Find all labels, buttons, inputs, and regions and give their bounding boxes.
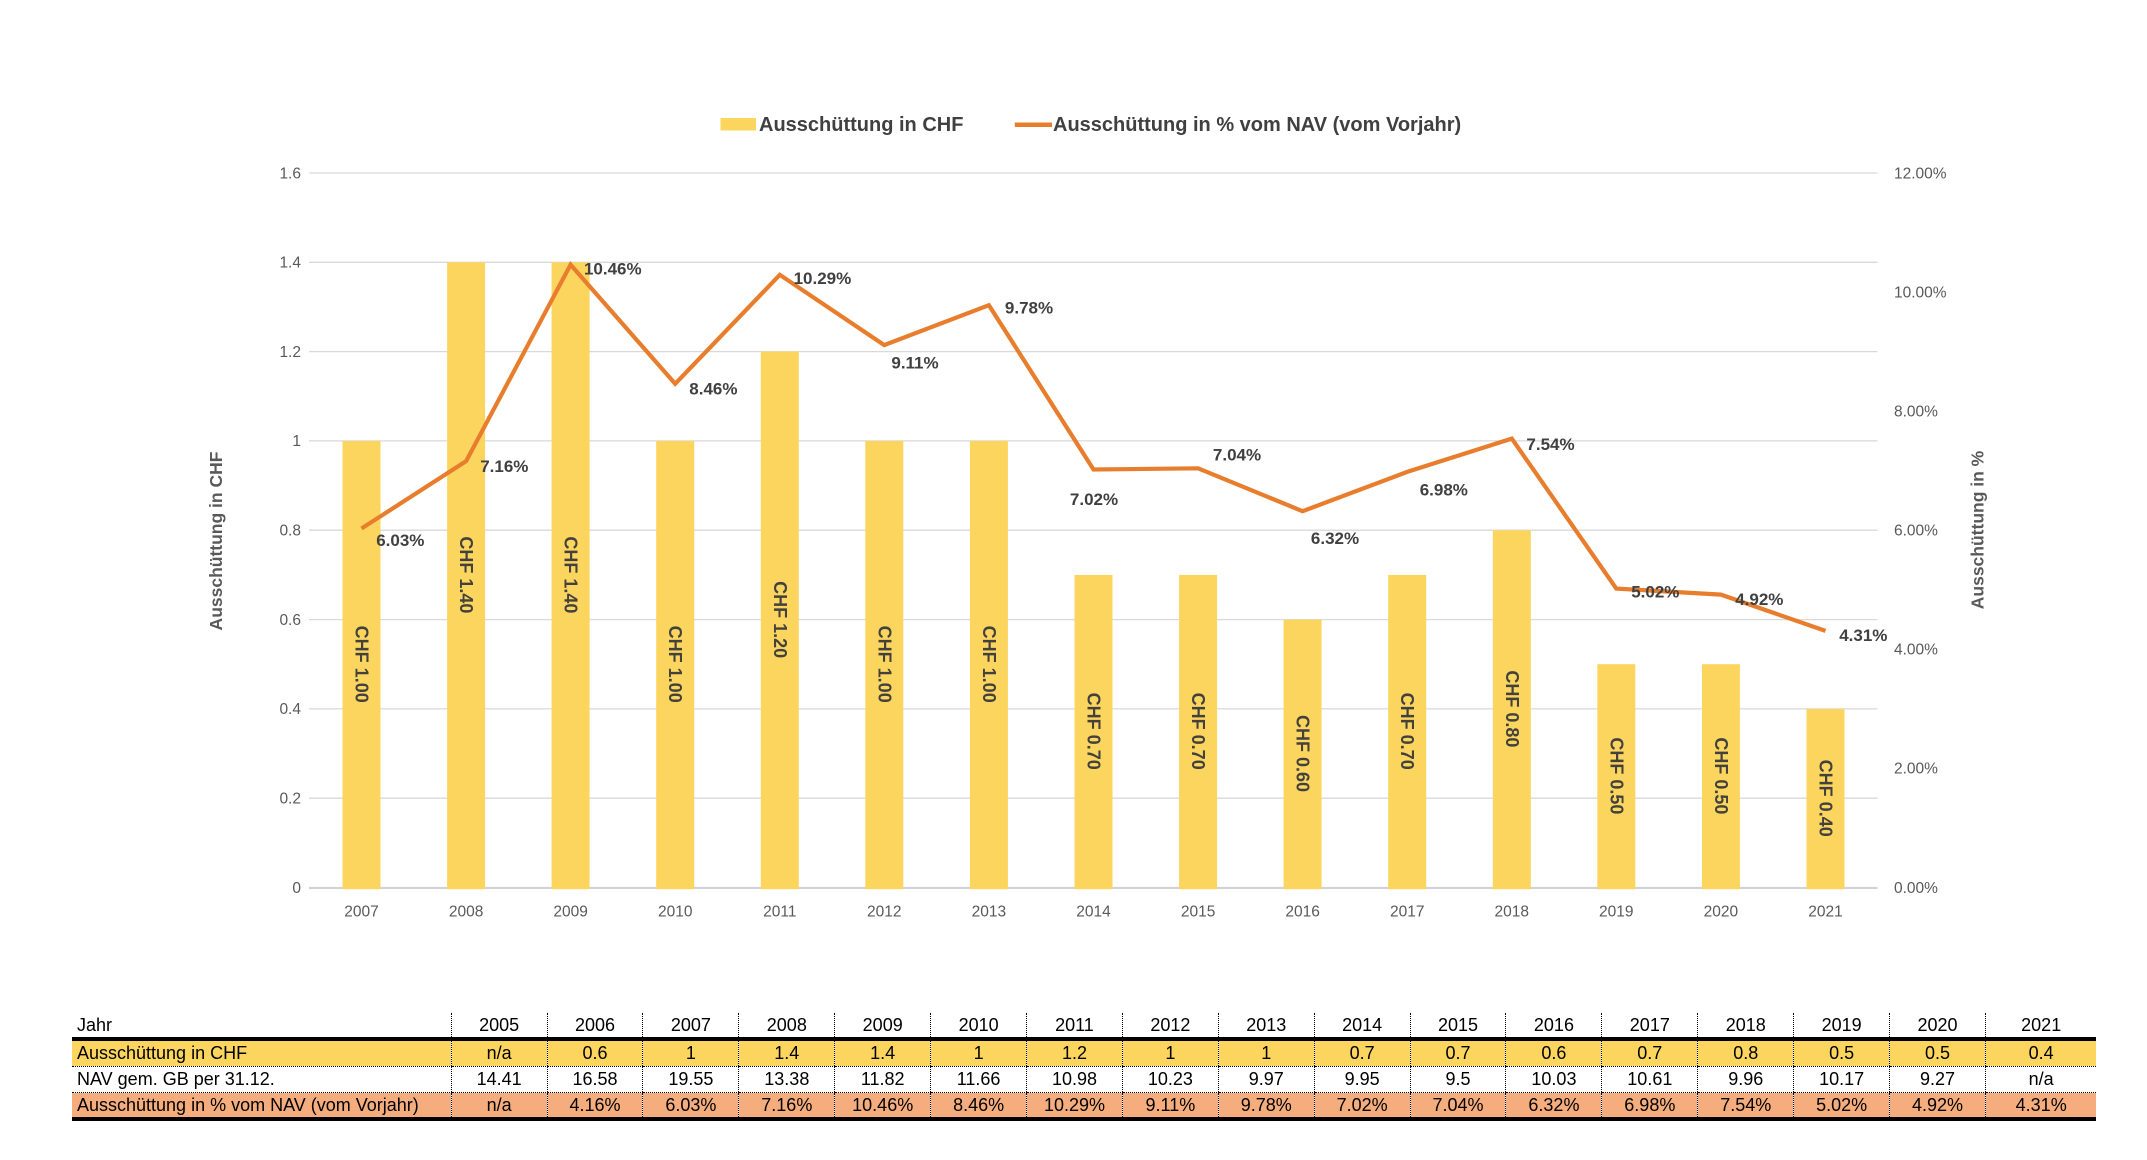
svg-text:CHF 0.40: CHF 0.40 (1816, 760, 1836, 837)
svg-text:4.92%: 4.92% (1735, 590, 1783, 609)
svg-text:CHF 1.00: CHF 1.00 (979, 626, 999, 703)
svg-text:2009: 2009 (553, 904, 587, 921)
svg-text:4.00%: 4.00% (1894, 642, 1938, 659)
svg-text:2012: 2012 (867, 904, 901, 921)
svg-text:0.00%: 0.00% (1894, 880, 1938, 897)
svg-text:2007: 2007 (344, 904, 378, 921)
svg-text:1.6: 1.6 (279, 165, 301, 182)
svg-text:CHF 1.40: CHF 1.40 (456, 536, 476, 613)
svg-text:Ausschüttung in % vom NAV (vom: Ausschüttung in % vom NAV (vom Vorjahr) (1053, 114, 1461, 136)
svg-text:Ausschüttung in CHF: Ausschüttung in CHF (759, 114, 963, 136)
svg-text:CHF 1.40: CHF 1.40 (561, 536, 581, 613)
svg-text:CHF 1.00: CHF 1.00 (665, 626, 685, 703)
svg-text:8.46%: 8.46% (689, 379, 737, 398)
svg-text:2008: 2008 (449, 904, 483, 921)
svg-text:2013: 2013 (972, 904, 1006, 921)
svg-text:1.2: 1.2 (279, 344, 301, 361)
svg-text:2.00%: 2.00% (1894, 761, 1938, 778)
svg-text:0.6: 0.6 (279, 612, 301, 629)
svg-text:CHF 0.70: CHF 0.70 (1397, 693, 1417, 770)
svg-text:2021: 2021 (1808, 904, 1842, 921)
svg-text:7.16%: 7.16% (480, 457, 528, 476)
svg-text:10.00%: 10.00% (1894, 284, 1947, 301)
svg-text:2010: 2010 (658, 904, 693, 921)
svg-text:10.29%: 10.29% (794, 269, 852, 288)
svg-text:0.8: 0.8 (279, 523, 301, 540)
svg-text:6.03%: 6.03% (376, 531, 424, 550)
svg-text:CHF 1.20: CHF 1.20 (770, 581, 790, 658)
svg-text:4.31%: 4.31% (1839, 626, 1887, 645)
svg-text:1.4: 1.4 (279, 255, 301, 272)
svg-text:2018: 2018 (1495, 904, 1529, 921)
svg-text:0.2: 0.2 (279, 791, 301, 808)
svg-text:Ausschüttung in CHF: Ausschüttung in CHF (206, 451, 226, 630)
svg-text:9.11%: 9.11% (891, 354, 938, 373)
svg-text:CHF 1.00: CHF 1.00 (352, 626, 372, 703)
svg-text:CHF 0.50: CHF 0.50 (1711, 737, 1731, 814)
svg-text:7.54%: 7.54% (1526, 435, 1574, 454)
svg-text:6.32%: 6.32% (1311, 529, 1359, 548)
svg-text:CHF 0.60: CHF 0.60 (1293, 715, 1313, 792)
svg-text:2020: 2020 (1704, 904, 1739, 921)
svg-text:2011: 2011 (763, 904, 796, 921)
svg-text:CHF 0.70: CHF 0.70 (1084, 693, 1104, 770)
svg-text:6.98%: 6.98% (1420, 481, 1468, 500)
svg-text:8.00%: 8.00% (1894, 404, 1938, 421)
svg-text:2016: 2016 (1285, 904, 1319, 921)
svg-text:Ausschüttung in %: Ausschüttung in % (1968, 450, 1988, 609)
svg-text:2017: 2017 (1390, 904, 1424, 921)
svg-text:2014: 2014 (1076, 904, 1111, 921)
svg-text:7.02%: 7.02% (1070, 490, 1118, 509)
svg-text:9.78%: 9.78% (1005, 299, 1053, 318)
svg-text:6.00%: 6.00% (1894, 523, 1938, 540)
svg-text:10.46%: 10.46% (584, 259, 642, 278)
svg-text:0: 0 (292, 880, 301, 897)
svg-text:CHF 0.70: CHF 0.70 (1188, 693, 1208, 770)
svg-text:0.4: 0.4 (279, 701, 301, 718)
svg-text:2015: 2015 (1181, 904, 1215, 921)
svg-text:1: 1 (292, 433, 301, 450)
svg-text:CHF 0.50: CHF 0.50 (1606, 737, 1626, 814)
svg-text:7.04%: 7.04% (1213, 445, 1261, 464)
svg-text:2019: 2019 (1599, 904, 1633, 921)
svg-text:CHF 0.80: CHF 0.80 (1502, 670, 1522, 747)
svg-text:12.00%: 12.00% (1894, 165, 1947, 182)
svg-text:CHF 1.00: CHF 1.00 (874, 626, 894, 703)
svg-text:5.02%: 5.02% (1631, 582, 1679, 601)
